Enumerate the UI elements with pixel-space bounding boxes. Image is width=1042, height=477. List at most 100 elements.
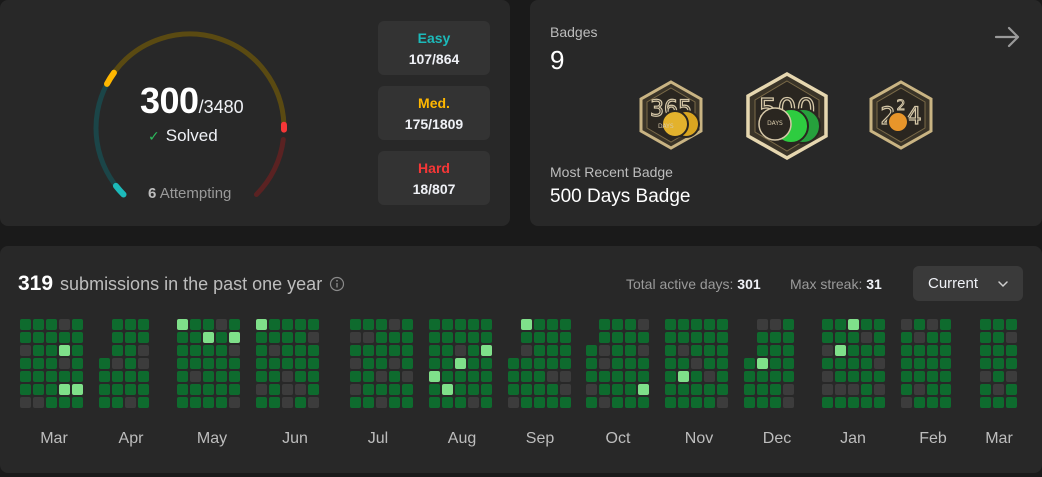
heatmap-day-cell[interactable] <box>203 345 214 356</box>
heatmap-day-cell[interactable] <box>717 345 728 356</box>
heatmap-day-cell[interactable] <box>874 358 885 369</box>
badge-2024-icon[interactable]: 2 4 2 <box>868 80 934 150</box>
heatmap-day-cell[interactable] <box>717 384 728 395</box>
heatmap-day-cell[interactable] <box>295 371 306 382</box>
heatmap-day-cell[interactable] <box>665 384 676 395</box>
heatmap-day-cell[interactable] <box>691 319 702 330</box>
heatmap-day-cell[interactable] <box>586 384 597 395</box>
heatmap-day-cell[interactable] <box>429 397 440 408</box>
heatmap-day-cell[interactable] <box>177 358 188 369</box>
heatmap-day-cell[interactable] <box>678 319 689 330</box>
heatmap-day-cell[interactable] <box>625 319 636 330</box>
heatmap-day-cell[interactable] <box>125 397 136 408</box>
heatmap-day-cell[interactable] <box>783 319 794 330</box>
heatmap-day-cell[interactable] <box>1006 397 1017 408</box>
heatmap-day-cell[interactable] <box>72 345 83 356</box>
heatmap-day-cell[interactable] <box>625 397 636 408</box>
heatmap-day-cell[interactable] <box>256 332 267 343</box>
heatmap-day-cell[interactable] <box>625 358 636 369</box>
heatmap-day-cell[interactable] <box>402 332 413 343</box>
heatmap-day-cell[interactable] <box>665 319 676 330</box>
heatmap-day-cell[interactable] <box>665 397 676 408</box>
heatmap-day-cell[interactable] <box>468 319 479 330</box>
heatmap-day-cell[interactable] <box>46 319 57 330</box>
heatmap-day-cell[interactable] <box>363 384 374 395</box>
heatmap-day-cell[interactable] <box>599 345 610 356</box>
heatmap-day-cell[interactable] <box>848 397 859 408</box>
heatmap-day-cell[interactable] <box>481 397 492 408</box>
heatmap-day-cell[interactable] <box>455 332 466 343</box>
heatmap-day-cell[interactable] <box>1006 384 1017 395</box>
heatmap-day-cell[interactable] <box>177 319 188 330</box>
heatmap-day-cell[interactable] <box>560 384 571 395</box>
heatmap-day-cell[interactable] <box>125 384 136 395</box>
heatmap-day-cell[interactable] <box>678 371 689 382</box>
heatmap-day-cell[interactable] <box>229 332 240 343</box>
heatmap-day-cell[interactable] <box>429 319 440 330</box>
heatmap-day-cell[interactable] <box>901 319 912 330</box>
badge-365-days-icon[interactable]: 365 DAYS <box>638 80 704 150</box>
heatmap-day-cell[interactable] <box>665 332 676 343</box>
heatmap-day-cell[interactable] <box>99 371 110 382</box>
heatmap-day-cell[interactable] <box>269 358 280 369</box>
heatmap-day-cell[interactable] <box>783 358 794 369</box>
heatmap-day-cell[interactable] <box>599 384 610 395</box>
heatmap-day-cell[interactable] <box>350 358 361 369</box>
heatmap-day-cell[interactable] <box>216 319 227 330</box>
info-icon[interactable] <box>329 276 345 292</box>
heatmap-day-cell[interactable] <box>363 332 374 343</box>
heatmap-day-cell[interactable] <box>980 397 991 408</box>
heatmap-day-cell[interactable] <box>350 384 361 395</box>
heatmap-day-cell[interactable] <box>282 358 293 369</box>
heatmap-day-cell[interactable] <box>770 358 781 369</box>
heatmap-day-cell[interactable] <box>534 345 545 356</box>
heatmap-day-cell[interactable] <box>822 319 833 330</box>
heatmap-day-cell[interactable] <box>112 345 123 356</box>
heatmap-day-cell[interactable] <box>783 397 794 408</box>
heatmap-day-cell[interactable] <box>508 397 519 408</box>
heatmap-day-cell[interactable] <box>993 319 1004 330</box>
heatmap-day-cell[interactable] <box>59 332 70 343</box>
heatmap-day-cell[interactable] <box>33 345 44 356</box>
heatmap-day-cell[interactable] <box>757 371 768 382</box>
heatmap-day-cell[interactable] <box>350 397 361 408</box>
heatmap-day-cell[interactable] <box>665 358 676 369</box>
heatmap-day-cell[interactable] <box>717 332 728 343</box>
heatmap-day-cell[interactable] <box>112 384 123 395</box>
heatmap-day-cell[interactable] <box>138 371 149 382</box>
heatmap-day-cell[interactable] <box>295 384 306 395</box>
heatmap-day-cell[interactable] <box>216 384 227 395</box>
heatmap-day-cell[interactable] <box>389 332 400 343</box>
heatmap-day-cell[interactable] <box>625 384 636 395</box>
heatmap-day-cell[interactable] <box>638 345 649 356</box>
heatmap-day-cell[interactable] <box>980 332 991 343</box>
heatmap-day-cell[interactable] <box>901 397 912 408</box>
heatmap-day-cell[interactable] <box>389 345 400 356</box>
heatmap-day-cell[interactable] <box>757 319 768 330</box>
heatmap-day-cell[interactable] <box>376 358 387 369</box>
heatmap-day-cell[interactable] <box>770 332 781 343</box>
heatmap-day-cell[interactable] <box>704 397 715 408</box>
heatmap-day-cell[interactable] <box>625 371 636 382</box>
heatmap-day-cell[interactable] <box>455 358 466 369</box>
heatmap-day-cell[interactable] <box>481 332 492 343</box>
heatmap-day-cell[interactable] <box>560 371 571 382</box>
heatmap-day-cell[interactable] <box>874 384 885 395</box>
heatmap-day-cell[interactable] <box>138 397 149 408</box>
heatmap-day-cell[interactable] <box>678 397 689 408</box>
heatmap-day-cell[interactable] <box>256 345 267 356</box>
heatmap-day-cell[interactable] <box>547 332 558 343</box>
heatmap-day-cell[interactable] <box>783 345 794 356</box>
heatmap-day-cell[interactable] <box>350 345 361 356</box>
heatmap-day-cell[interactable] <box>203 371 214 382</box>
heatmap-day-cell[interactable] <box>744 358 755 369</box>
heatmap-day-cell[interactable] <box>442 358 453 369</box>
heatmap-day-cell[interactable] <box>33 371 44 382</box>
heatmap-day-cell[interactable] <box>993 371 1004 382</box>
heatmap-day-cell[interactable] <box>468 358 479 369</box>
heatmap-day-cell[interactable] <box>376 384 387 395</box>
heatmap-day-cell[interactable] <box>350 319 361 330</box>
heatmap-day-cell[interactable] <box>1006 358 1017 369</box>
heatmap-day-cell[interactable] <box>46 397 57 408</box>
heatmap-day-cell[interactable] <box>534 384 545 395</box>
